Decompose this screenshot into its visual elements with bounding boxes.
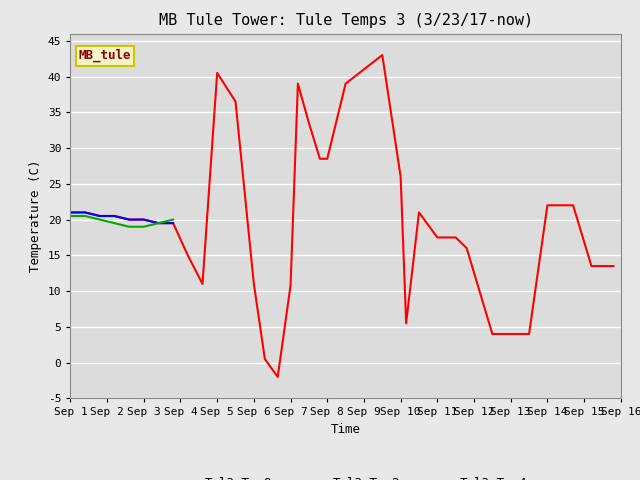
- Tul3_Ts-2: [155, 220, 163, 226]
- Tul3_Ts-8: [250, 281, 258, 287]
- Tul3_Ts-8: [232, 99, 239, 105]
- Tul3_Tw+4: [170, 216, 177, 222]
- Tul3_Ts-2: [81, 210, 89, 216]
- Tul3_Tw+4: [111, 220, 118, 226]
- Tul3_Ts-8: [415, 210, 423, 216]
- Tul3_Ts-8: [140, 216, 148, 222]
- Tul3_Ts-8: [170, 220, 177, 226]
- X-axis label: Time: Time: [331, 423, 360, 436]
- Tul3_Tw+4: [81, 213, 89, 219]
- Tul3_Ts-8: [463, 245, 470, 251]
- Tul3_Ts-8: [96, 213, 104, 219]
- Tul3_Ts-8: [543, 203, 551, 208]
- Tul3_Ts-8: [397, 174, 404, 180]
- Tul3_Ts-2: [170, 220, 177, 226]
- Tul3_Ts-8: [569, 203, 577, 208]
- Tul3_Ts-8: [125, 216, 133, 222]
- Y-axis label: Temperature (C): Temperature (C): [29, 160, 42, 272]
- Tul3_Ts-8: [294, 81, 301, 86]
- Tul3_Ts-8: [588, 263, 595, 269]
- Tul3_Ts-8: [67, 210, 74, 216]
- Tul3_Ts-8: [81, 210, 89, 216]
- Line: Tul3_Tw+4: Tul3_Tw+4: [70, 216, 173, 227]
- Tul3_Ts-2: [140, 216, 148, 222]
- Tul3_Tw+4: [155, 220, 163, 226]
- Tul3_Ts-8: [274, 374, 282, 380]
- Tul3_Ts-8: [261, 356, 269, 362]
- Tul3_Tw+4: [96, 216, 104, 222]
- Tul3_Ts-8: [378, 52, 386, 58]
- Tul3_Ts-2: [111, 213, 118, 219]
- Tul3_Ts-8: [403, 321, 410, 326]
- Line: Tul3_Ts-8: Tul3_Ts-8: [70, 55, 614, 377]
- Text: MB_tule: MB_tule: [79, 49, 131, 62]
- Tul3_Ts-8: [213, 70, 221, 76]
- Tul3_Ts-8: [111, 213, 118, 219]
- Tul3_Tw+4: [125, 224, 133, 229]
- Tul3_Ts-8: [316, 156, 324, 162]
- Tul3_Ts-8: [198, 281, 206, 287]
- Tul3_Ts-8: [305, 120, 313, 126]
- Tul3_Tw+4: [140, 224, 148, 229]
- Tul3_Ts-8: [155, 220, 163, 226]
- Tul3_Ts-8: [488, 331, 496, 337]
- Tul3_Ts-8: [184, 252, 191, 258]
- Title: MB Tule Tower: Tule Temps 3 (3/23/17-now): MB Tule Tower: Tule Temps 3 (3/23/17-now…: [159, 13, 532, 28]
- Tul3_Ts-8: [287, 283, 294, 288]
- Line: Tul3_Ts-2: Tul3_Ts-2: [70, 213, 173, 223]
- Tul3_Ts-8: [507, 331, 515, 337]
- Tul3_Ts-8: [610, 263, 618, 269]
- Tul3_Ts-2: [125, 216, 133, 222]
- Tul3_Ts-8: [342, 81, 349, 86]
- Tul3_Ts-2: [96, 213, 104, 219]
- Tul3_Ts-8: [452, 235, 460, 240]
- Legend: Tul3_Ts-8, Tul3_Ts-2, Tul3_Tw+4: Tul3_Ts-8, Tul3_Ts-2, Tul3_Tw+4: [159, 471, 532, 480]
- Tul3_Ts-2: [67, 210, 74, 216]
- Tul3_Ts-8: [525, 331, 533, 337]
- Tul3_Tw+4: [67, 213, 74, 219]
- Tul3_Ts-8: [433, 235, 441, 240]
- Tul3_Ts-8: [323, 156, 331, 162]
